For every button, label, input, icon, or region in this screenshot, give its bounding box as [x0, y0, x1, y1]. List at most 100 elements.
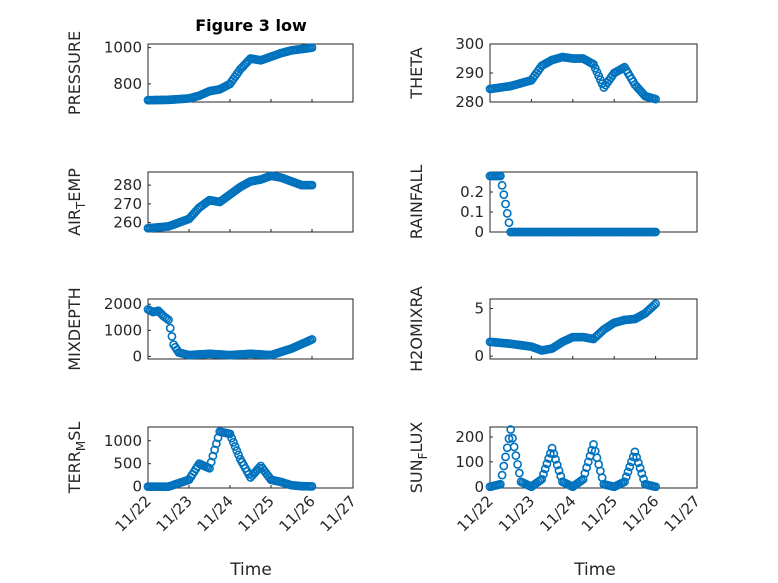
data-point [535, 476, 545, 485]
data-point [583, 457, 593, 467]
data-point [637, 469, 647, 478]
y-axis-label: AIRTEMP [65, 168, 88, 236]
x-tick-label: 11/24 [194, 492, 237, 535]
data-point [542, 459, 552, 469]
data-point [514, 468, 524, 478]
data-point [623, 467, 633, 477]
panel-5: 0 1000 2000 MIXDEPTH [65, 287, 354, 371]
data-point [499, 461, 509, 471]
data-point [552, 460, 562, 470]
data-point [307, 335, 317, 344]
data-point [495, 171, 505, 181]
data-point [578, 474, 588, 484]
data-point [225, 429, 235, 439]
y-axis-label: H2OMIXRA [407, 286, 426, 372]
x-tick-label: 11/23 [153, 492, 196, 535]
y-axis-label: MIXDEPTH [65, 287, 84, 370]
data-point [628, 452, 638, 462]
y-tick-label: 1000 [104, 432, 142, 450]
y-tick-label: 0 [474, 478, 484, 496]
x-tick-label: 11/22 [112, 492, 155, 535]
y-tick-label: 280 [113, 176, 142, 194]
data-point [164, 315, 173, 325]
data-point [537, 474, 547, 484]
data-point [234, 450, 243, 460]
y-tick-label: 0.1 [460, 203, 484, 221]
x-tick-label: 11/23 [495, 492, 538, 535]
data-point [227, 433, 237, 443]
data-point [554, 466, 564, 475]
x-tick-label: 11/25 [578, 492, 621, 535]
data-point [551, 454, 560, 464]
x-tick-label: 11/26 [619, 492, 662, 535]
y-tick-label: 280 [455, 93, 484, 111]
y-tick-label: 0 [132, 347, 142, 365]
data-point [651, 94, 660, 104]
y-tick-label: 800 [113, 75, 142, 93]
y-tick-label: 200 [455, 428, 484, 446]
panel-6: 0 5 H2OMIXRA [407, 286, 698, 372]
x-tick-label: 11/25 [235, 492, 278, 535]
y-tick-label: 0 [474, 347, 484, 365]
data-point [651, 482, 660, 492]
panel-4: 0 0.1 0.2 RAINFALL [407, 165, 698, 241]
x-axis-label-right: Time [573, 560, 616, 580]
data-point [513, 459, 522, 469]
data-point [307, 180, 317, 190]
axes-box [147, 43, 354, 103]
data-point [582, 463, 591, 473]
x-tick-label: 11/27 [661, 492, 704, 535]
data-point [495, 479, 505, 489]
x-tick-label: 11/22 [454, 492, 497, 535]
y-tick-label: 1000 [104, 39, 142, 57]
data-point [625, 462, 635, 472]
data-point [165, 323, 175, 333]
y-tick-label: 500 [113, 455, 142, 473]
y-tick-label: 0.2 [460, 183, 484, 201]
data-point [504, 218, 514, 228]
y-tick-label: 1000 [104, 321, 142, 339]
data-point [307, 43, 317, 53]
data-point [307, 481, 317, 491]
data-point [499, 190, 509, 200]
data-point [630, 447, 640, 457]
y-axis-label: PRESSURE [65, 31, 84, 115]
x-axis-label-left: Time [229, 560, 272, 580]
data-point [621, 472, 631, 482]
data-point [649, 300, 659, 310]
data-point [547, 443, 557, 453]
data-point [508, 433, 517, 443]
data-point [587, 445, 597, 455]
data-point [506, 425, 516, 434]
panel-1: 800 1000 PRESSURE [65, 31, 354, 115]
x-tick-label: 11/24 [536, 492, 579, 535]
panel-2: 280 290 300 THETA [407, 35, 698, 111]
data-point [620, 477, 629, 487]
data-point [504, 434, 514, 444]
y-tick-label: 270 [113, 195, 142, 213]
data-point [651, 299, 660, 309]
data-point [509, 442, 519, 452]
data-point [580, 469, 590, 478]
data-point [501, 199, 510, 209]
axes-box [489, 171, 698, 233]
data-point [229, 437, 238, 447]
y-tick-label: 290 [455, 64, 484, 82]
y-tick-label: 0 [474, 223, 484, 241]
y-tick-label: 0 [132, 478, 142, 496]
data-point [545, 448, 555, 458]
x-tick-label: 11/26 [276, 492, 319, 535]
data-point [497, 470, 507, 480]
data-point [511, 451, 521, 461]
data-point [497, 180, 507, 190]
data-point [540, 464, 550, 474]
data-point [632, 452, 642, 462]
y-axis-label: THETA [407, 47, 426, 99]
data-point [539, 469, 548, 479]
y-tick-label: 5 [474, 300, 484, 318]
data-point [502, 208, 512, 218]
data-point [651, 227, 660, 237]
